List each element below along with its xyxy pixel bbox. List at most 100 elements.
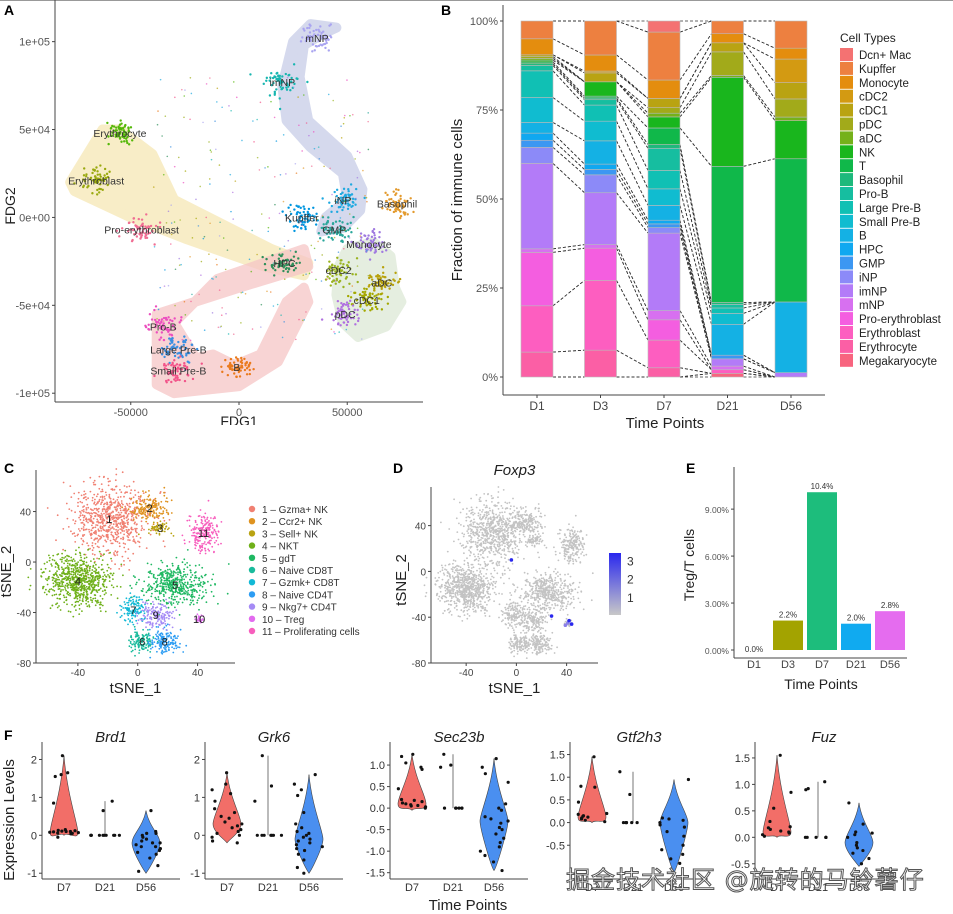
data-point (212, 595, 215, 598)
data-point (371, 230, 374, 234)
scatter-point (184, 170, 187, 172)
data-point (144, 602, 147, 605)
data-point (94, 498, 96, 501)
data-point (227, 563, 230, 565)
data-point (57, 553, 60, 555)
data-point (332, 318, 335, 322)
data-point (462, 508, 464, 511)
data-point (377, 293, 380, 296)
data-point (356, 308, 359, 312)
connector-line (743, 42, 776, 60)
scatter-point (310, 271, 313, 273)
data-point (170, 589, 173, 592)
y-tick-label: -1e+05 (15, 388, 50, 400)
data-point (148, 628, 151, 631)
data-point (470, 519, 473, 522)
data-point (308, 214, 311, 218)
data-point (399, 214, 403, 218)
data-point (121, 526, 123, 529)
data-point (46, 507, 49, 509)
data-point (380, 287, 383, 291)
data-point (121, 227, 124, 230)
data-point (135, 596, 138, 599)
data-point (143, 612, 146, 615)
data-point (160, 507, 162, 510)
data-point (196, 601, 199, 604)
data-point (163, 530, 166, 533)
data-point (168, 586, 171, 588)
data-point (91, 192, 94, 195)
data-point (119, 604, 121, 607)
data-point (99, 535, 101, 538)
data-point (203, 524, 206, 526)
data-point (142, 618, 145, 621)
data-point (81, 185, 85, 189)
data-point (139, 611, 141, 614)
data-point (173, 634, 176, 637)
data-point (161, 571, 164, 573)
data-point (238, 375, 242, 378)
scatter-point (359, 235, 362, 237)
connector-line (679, 188, 712, 314)
data-point (392, 210, 396, 214)
x-tick-label: 0 (135, 668, 141, 679)
data-point (322, 223, 325, 226)
data-point (149, 572, 151, 574)
cluster-points-10 (194, 613, 205, 624)
data-point (29, 568, 32, 570)
data-point (101, 488, 104, 491)
data-point (452, 559, 455, 562)
data-point (154, 305, 158, 308)
data-point (338, 233, 342, 237)
data-point (247, 365, 250, 368)
data-point (350, 230, 353, 234)
data-point (395, 192, 398, 195)
scatter-point (317, 146, 320, 148)
data-point (149, 616, 152, 619)
scatter-point (232, 81, 235, 83)
data-point (339, 262, 342, 265)
data-point (96, 537, 99, 540)
data-point (103, 585, 106, 588)
cluster-points-pdc (320, 299, 360, 327)
data-point (261, 255, 264, 259)
connector-line (616, 81, 649, 109)
y-tick-label: 0% (482, 372, 498, 384)
data-point (174, 598, 177, 601)
data-point (93, 570, 95, 573)
data-point (139, 537, 142, 539)
data-point (117, 502, 120, 505)
data-point (67, 568, 70, 571)
data-point (158, 614, 161, 617)
data-point (128, 534, 131, 536)
cluster-number: 1 (106, 514, 112, 526)
data-point (154, 590, 157, 593)
data-point (188, 525, 191, 527)
data-point (159, 600, 162, 602)
data-point (204, 589, 207, 591)
bar-segment-cdc1 (647, 98, 681, 108)
data-point (153, 512, 155, 515)
data-point (93, 479, 96, 482)
data-point (354, 273, 358, 276)
data-point (365, 304, 369, 307)
data-point (358, 293, 362, 297)
data-point (51, 579, 54, 581)
data-point (77, 573, 79, 576)
data-point (76, 569, 78, 572)
data-point (155, 611, 158, 613)
data-point (203, 542, 205, 545)
data-point (229, 365, 232, 369)
bar-segment-large-pre-b (584, 104, 617, 122)
data-point (399, 197, 402, 201)
data-point (147, 225, 150, 228)
data-point (157, 598, 160, 601)
data-point (149, 640, 152, 643)
data-point (77, 501, 79, 504)
data-point (228, 363, 231, 367)
data-point (114, 129, 118, 132)
data-point (217, 543, 220, 546)
data-point (126, 135, 129, 139)
data-point (336, 310, 340, 314)
